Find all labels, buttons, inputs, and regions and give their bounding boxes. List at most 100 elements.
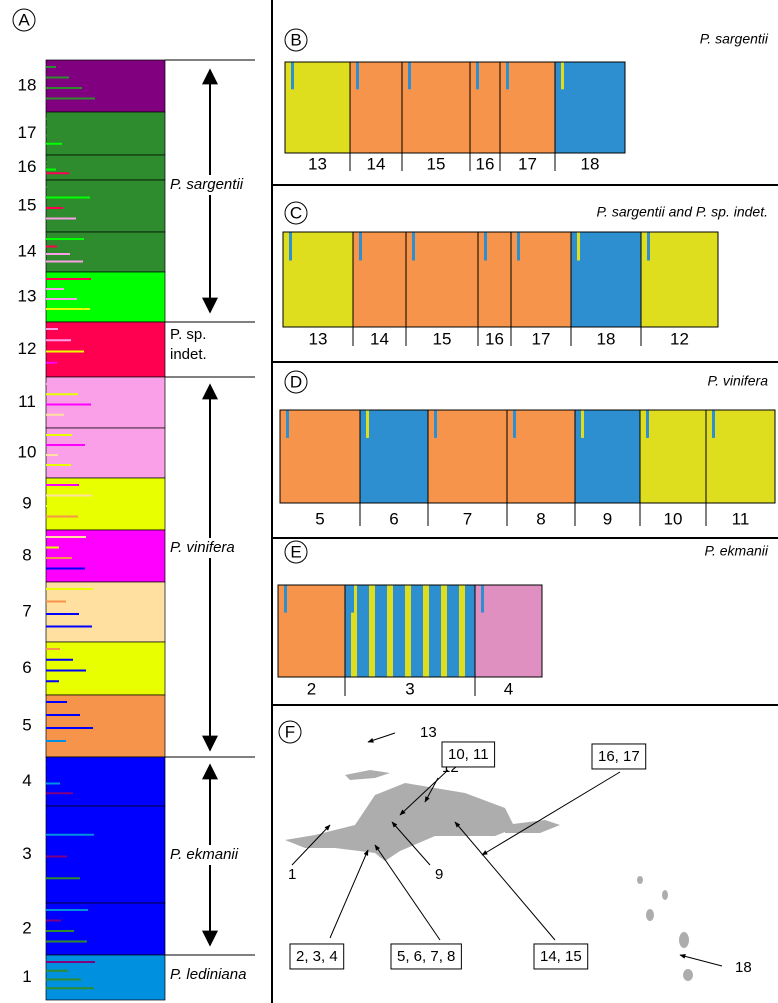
admixture: [351, 585, 354, 613]
population-label: 2: [22, 918, 31, 937]
population-label: 15: [18, 195, 37, 214]
population-label: 11: [18, 392, 36, 411]
admixture: [366, 410, 369, 438]
admixture: [46, 454, 58, 456]
admixture: [291, 62, 294, 89]
population-label: 5: [22, 715, 31, 734]
admixture: [46, 261, 83, 263]
structure-bar: [393, 585, 399, 677]
panel-title: P. vinifera: [708, 373, 769, 389]
admixture: [46, 172, 69, 174]
admixture: [284, 585, 287, 613]
admixture: [46, 495, 92, 497]
admixture: [408, 62, 411, 89]
population-label: 6: [389, 509, 398, 528]
admixture: [46, 812, 81, 814]
admixture: [46, 941, 87, 943]
population-label: 17: [18, 123, 37, 142]
admixture: [289, 232, 292, 261]
admixture: [46, 763, 74, 765]
admixture: [46, 118, 63, 120]
structure-bar: [417, 585, 423, 677]
species-label: P. sp.: [170, 326, 206, 343]
admixture: [46, 588, 93, 590]
admixture: [46, 328, 58, 330]
admixture: [46, 613, 79, 615]
structure-bar: [423, 585, 429, 677]
admixture: [46, 404, 91, 406]
population-label: 3: [405, 679, 414, 698]
species-label: P. ekmanii: [170, 846, 239, 863]
admixture: [46, 648, 60, 650]
admixture: [46, 351, 84, 353]
population-label: 9: [22, 493, 31, 512]
admixture: [46, 783, 60, 785]
pointer-arrow: [375, 845, 440, 940]
population-label: 10: [18, 442, 37, 461]
structure-bar: [402, 62, 470, 153]
population-label: 10: [664, 509, 683, 528]
admixture: [46, 536, 86, 538]
structure-bar: [46, 60, 165, 112]
structure-bar: [429, 585, 435, 677]
admixture: [712, 410, 715, 438]
admixture: [46, 464, 71, 466]
map: [285, 770, 693, 981]
admixture: [46, 547, 59, 549]
structure-bar: [46, 322, 165, 377]
panel-letter: B: [290, 30, 301, 49]
admixture: [46, 66, 56, 68]
admixture: [46, 298, 77, 300]
population-label: 7: [22, 601, 31, 620]
admixture: [46, 680, 59, 682]
map-label: 13: [420, 724, 437, 741]
structure-bar: [475, 585, 542, 677]
population-label: 16: [485, 329, 504, 348]
map-label: 18: [735, 959, 752, 976]
panel-letter: F: [285, 722, 295, 741]
population-label: 17: [532, 329, 551, 348]
admixture: [46, 970, 68, 972]
figure: A181716151413121110987654321P. sargentii…: [0, 0, 778, 1003]
admixture: [46, 161, 70, 163]
panel-title: P. sargentii and P. sp. indet.: [597, 204, 769, 220]
admixture: [46, 414, 64, 416]
map-label: 1: [288, 866, 296, 883]
admixture: [46, 169, 56, 171]
structure-bar: [405, 585, 411, 677]
admixture: [46, 659, 73, 661]
admixture: [513, 410, 516, 438]
admixture: [581, 410, 584, 438]
population-label: 11: [732, 509, 750, 528]
population-label: 18: [581, 154, 600, 173]
population-label: 6: [22, 658, 31, 677]
structure-bar: [357, 585, 363, 677]
admixture: [476, 62, 479, 89]
admixture: [46, 186, 77, 188]
admixture: [46, 568, 85, 570]
map-label: 14, 15: [540, 948, 582, 965]
admixture: [46, 920, 61, 922]
admixture: [286, 410, 289, 438]
structure-bar: [278, 585, 345, 677]
structure-bar: [471, 585, 475, 677]
structure-bar: [375, 585, 381, 677]
population-label: 17: [518, 154, 537, 173]
population-label: 12: [670, 329, 689, 348]
admixture: [46, 626, 92, 628]
admixture: [46, 362, 57, 364]
species-label: indet.: [170, 346, 207, 363]
population-label: 13: [308, 154, 327, 173]
structure-bar: [381, 585, 387, 677]
structure-bar: [641, 232, 718, 327]
admixture: [46, 288, 64, 290]
population-label: 14: [18, 241, 37, 260]
admixture: [46, 909, 88, 911]
structure-bar: [459, 585, 465, 677]
admixture: [506, 62, 509, 89]
structure-bar: [470, 62, 500, 153]
structure-bar: [399, 585, 405, 677]
structure-bar: [575, 410, 640, 503]
admixture: [46, 740, 66, 742]
admixture: [561, 62, 564, 89]
